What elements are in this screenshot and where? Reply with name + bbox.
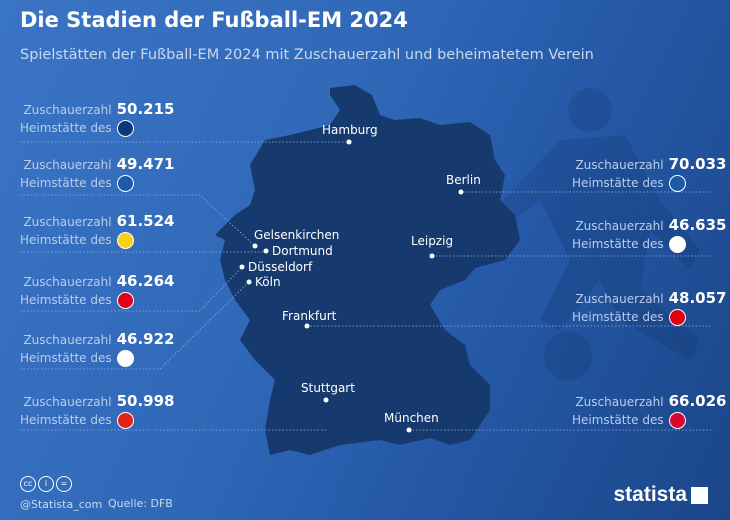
capacity-label: Zuschauerzahl xyxy=(23,395,112,409)
hertha-logo xyxy=(668,175,686,192)
bvb-logo xyxy=(116,232,134,249)
city-label: München xyxy=(384,411,439,425)
twitter-handle: @Statista_com xyxy=(20,498,103,511)
home-label: Heimstätte des xyxy=(20,233,112,247)
statista-logo-icon xyxy=(691,486,708,504)
capacity-label: Zuschauerzahl xyxy=(575,395,664,409)
page-subtitle: Spielstätten der Fußball-EM 2024 mit Zus… xyxy=(20,47,594,63)
stadium-panel: Zuschauerzahl 49.471 Heimstätte des xyxy=(20,155,175,195)
home-label: Heimstätte des xyxy=(20,351,112,365)
city-label: Düsseldorf xyxy=(248,260,313,274)
home-label: Heimstätte des xyxy=(572,176,664,190)
capacity-value: 61.524 xyxy=(116,212,175,230)
statista-logo: statista xyxy=(613,483,708,507)
fc-koeln-logo xyxy=(116,350,134,367)
capacity-label: Zuschauerzahl xyxy=(575,292,664,306)
stadium-panel: Zuschauerzahl 46.264 Heimstätte des xyxy=(20,272,175,312)
city-label: Leipzig xyxy=(411,234,454,248)
stadium-panel: Zuschauerzahl 66.026 Heimstätte des xyxy=(572,392,727,432)
city-label: Stuttgart xyxy=(301,381,355,395)
stadium-panel: Zuschauerzahl 46.635 Heimstätte des xyxy=(572,216,727,256)
home-label: Heimstätte des xyxy=(572,310,664,324)
capacity-label: Zuschauerzahl xyxy=(575,158,664,172)
rb-leipzig-logo xyxy=(668,236,686,253)
capacity-value: 49.471 xyxy=(116,155,175,173)
city-label: Berlin xyxy=(446,173,481,187)
capacity-value: 50.215 xyxy=(116,100,175,118)
home-label: Heimstätte des xyxy=(572,237,664,251)
football xyxy=(544,332,592,380)
capacity-value: 70.033 xyxy=(668,155,727,173)
hsv-logo xyxy=(116,120,134,137)
eintracht-frankfurt-logo xyxy=(668,309,686,326)
player-silhouette xyxy=(490,88,700,380)
capacity-value: 46.922 xyxy=(116,330,175,348)
city-label: Köln xyxy=(255,275,281,289)
schalke-logo xyxy=(116,175,134,192)
city-label: Gelsenkirchen xyxy=(254,228,340,242)
capacity-value: 48.057 xyxy=(668,289,727,307)
city-dots xyxy=(239,139,464,433)
stadium-panel: Zuschauerzahl 48.057 Heimstätte des xyxy=(572,289,727,329)
fortuna-duesseldorf-logo xyxy=(116,292,134,309)
capacity-label: Zuschauerzahl xyxy=(575,219,664,233)
capacity-value: 46.635 xyxy=(668,216,727,234)
home-label: Heimstätte des xyxy=(20,121,112,135)
capacity-label: Zuschauerzahl xyxy=(23,158,112,172)
stadium-panel: Zuschauerzahl 50.998 Heimstätte des xyxy=(20,392,175,432)
city-label: Hamburg xyxy=(322,123,378,137)
city-label: Frankfurt xyxy=(282,309,337,323)
home-label: Heimstätte des xyxy=(20,293,112,307)
capacity-value: 66.026 xyxy=(668,392,727,410)
capacity-label: Zuschauerzahl xyxy=(23,215,112,229)
cc-nd-icon: = xyxy=(56,476,72,492)
stadium-panel: Zuschauerzahl 50.215 Heimstätte des xyxy=(20,100,175,140)
capacity-value: 50.998 xyxy=(116,392,175,410)
capacity-label: Zuschauerzahl xyxy=(23,333,112,347)
source: Quelle: DFB xyxy=(108,497,173,510)
page-title: Die Stadien der Fußball-EM 2024 xyxy=(20,8,408,32)
home-label: Heimstätte des xyxy=(20,176,112,190)
cc-icon: cc xyxy=(20,476,36,492)
stadium-panel: Zuschauerzahl 46.922 Heimstätte des xyxy=(20,330,175,370)
capacity-label: Zuschauerzahl xyxy=(23,275,112,289)
germany-outline xyxy=(215,85,520,455)
stadium-panel: Zuschauerzahl 70.033 Heimstätte des xyxy=(572,155,727,195)
capacity-label: Zuschauerzahl xyxy=(23,103,112,117)
city-label: Dortmund xyxy=(272,244,333,258)
home-label: Heimstätte des xyxy=(572,413,664,427)
home-label: Heimstätte des xyxy=(20,413,112,427)
cc-by-icon: i xyxy=(38,476,54,492)
fc-bayern-logo xyxy=(668,412,686,429)
vfb-stuttgart-logo xyxy=(116,412,134,429)
leader-lines xyxy=(20,141,712,431)
stadium-panel: Zuschauerzahl 61.524 Heimstätte des xyxy=(20,212,175,252)
capacity-value: 46.264 xyxy=(116,272,175,290)
